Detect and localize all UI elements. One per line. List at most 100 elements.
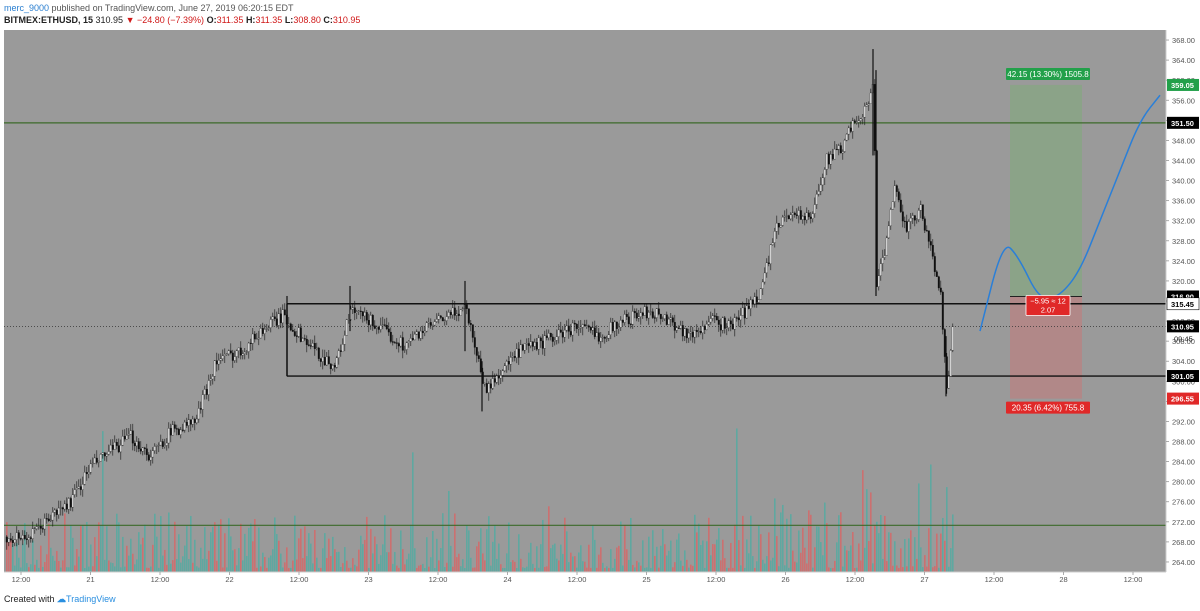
volume-bar — [184, 545, 186, 572]
volume-bar — [730, 542, 732, 572]
price-chart[interactable]: 42.15 (13.30%) 1505.8 20.35 (6.42%) 755.8… — [0, 0, 1200, 592]
candle-body — [465, 304, 468, 309]
volume-bar — [650, 567, 652, 572]
volume-bar — [266, 567, 268, 572]
candle-body — [781, 216, 784, 226]
position-zones — [1010, 84, 1082, 399]
volume-bar — [856, 567, 858, 572]
time-tick-label: 12:00 — [846, 575, 865, 584]
candle-body — [653, 317, 656, 319]
price-tick-label: 348.00 — [1172, 136, 1195, 145]
volume-bar — [474, 567, 476, 572]
candle-body — [433, 321, 436, 326]
volume-bar — [450, 545, 452, 572]
candle-body — [431, 324, 434, 326]
volume-bar — [320, 567, 322, 572]
volume-bar — [328, 538, 330, 572]
candle-body — [713, 315, 716, 317]
volume-bar — [630, 517, 632, 572]
price-tag: 310.95 — [1171, 322, 1194, 331]
volume-bar — [702, 540, 704, 572]
candle-body — [913, 215, 916, 221]
volume-bar — [314, 529, 316, 572]
candle-body — [857, 120, 860, 123]
candle-body — [639, 312, 642, 318]
candle-body — [677, 327, 680, 329]
volume-bar — [448, 490, 450, 572]
footer: Created with ☁TradingView — [4, 594, 116, 605]
candle-body — [649, 311, 652, 313]
volume-bar — [186, 526, 188, 572]
candle-body — [595, 332, 598, 337]
volume-bar — [168, 512, 170, 572]
volume-bar — [354, 564, 356, 572]
candle-body — [161, 441, 164, 447]
candle-body — [405, 342, 408, 350]
candle-body — [865, 104, 868, 107]
candle-body — [593, 327, 596, 337]
volume-bar — [500, 564, 502, 572]
volume-bar — [306, 556, 308, 572]
volume-bar — [620, 521, 622, 572]
volume-bar — [938, 567, 940, 572]
volume-bar — [176, 559, 178, 572]
volume-bar — [664, 544, 666, 572]
candle-body — [261, 328, 264, 334]
candle-body — [79, 486, 82, 490]
candle-body — [5, 536, 8, 543]
candle-body — [489, 383, 492, 389]
volume-bar — [240, 523, 242, 572]
candle-body — [331, 365, 334, 370]
volume-bar — [696, 532, 698, 572]
volume-bar — [878, 533, 880, 572]
candle-body — [563, 329, 566, 338]
candle-body — [133, 443, 136, 447]
candle-body — [131, 430, 134, 444]
volume-bar — [606, 566, 608, 572]
volume-bar — [330, 556, 332, 572]
author-link[interactable]: merc_9000 — [4, 3, 50, 13]
candle-body — [125, 435, 128, 440]
volume-bar — [92, 566, 94, 572]
volume-bar — [740, 565, 742, 572]
candle-body — [439, 315, 442, 318]
volume-bar — [210, 532, 212, 572]
candle-body — [491, 378, 494, 389]
price-tag-box — [1167, 392, 1199, 405]
candle-body — [735, 317, 738, 319]
volume-bar — [212, 526, 214, 572]
candle-body — [307, 344, 310, 346]
candle-body — [63, 503, 66, 510]
volume-bar — [290, 567, 292, 572]
candle-body — [363, 312, 366, 317]
volume-bar — [144, 524, 146, 572]
volume-bar — [852, 532, 854, 572]
volume-bar — [510, 562, 512, 572]
price-tick-label: 364.00 — [1172, 56, 1195, 65]
candle-body — [507, 361, 510, 365]
tradingview-brand[interactable]: TradingView — [66, 594, 116, 604]
volume-bar — [362, 544, 364, 572]
candle-body — [657, 308, 660, 315]
candle-body — [183, 421, 186, 431]
price-tag-box — [1167, 320, 1199, 333]
volume-bar — [76, 549, 78, 572]
candle-body — [47, 518, 50, 521]
time-tick-label: 12:00 — [1124, 575, 1143, 584]
volume-bar — [126, 545, 128, 572]
volume-bar — [594, 539, 596, 572]
volume-bar — [74, 565, 76, 572]
candle-body — [817, 191, 820, 195]
candle-body — [223, 354, 226, 356]
candle-body — [369, 315, 372, 326]
candle-body — [319, 358, 322, 362]
volume-bar — [700, 544, 702, 572]
candle-body — [359, 310, 362, 312]
volume-bar — [470, 557, 472, 572]
volume-bar — [836, 542, 838, 572]
candle-body — [803, 216, 806, 221]
plot-area[interactable] — [4, 30, 1166, 572]
time-tick-label: 21 — [86, 575, 94, 584]
volume-bar — [388, 552, 390, 572]
volume-bar — [694, 514, 696, 572]
